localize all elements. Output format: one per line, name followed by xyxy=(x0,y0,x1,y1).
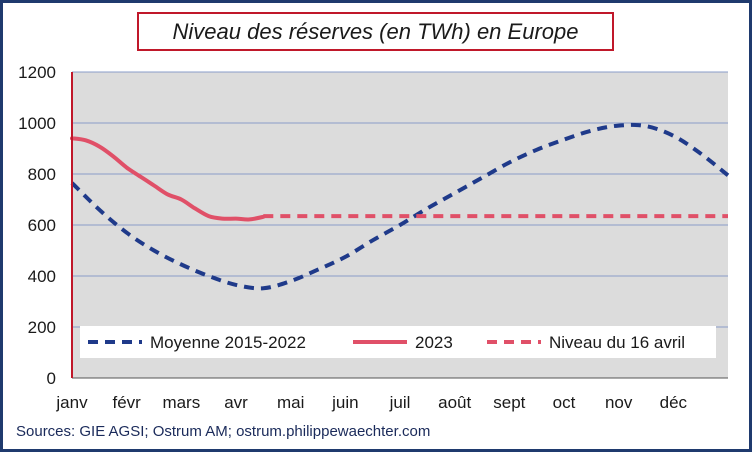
x-tick-label: janv xyxy=(55,393,88,412)
x-tick-label: avr xyxy=(224,393,248,412)
y-tick-label: 800 xyxy=(28,165,56,184)
source-note: Sources: GIE AGSI; Ostrum AM; ostrum.phi… xyxy=(16,423,430,440)
legend-item-2023: 2023 xyxy=(353,333,453,352)
y-tick-label: 1200 xyxy=(18,63,56,82)
y-tick-label: 1000 xyxy=(18,114,56,133)
chart-title: Niveau des réserves (en TWh) en Europe xyxy=(173,19,579,44)
y-tick-label: 200 xyxy=(28,318,56,337)
legend-label: Moyenne 2015-2022 xyxy=(150,333,306,352)
legend-item-niveau-16-avril: Niveau du 16 avril xyxy=(487,333,685,352)
legend-item-moyenne: Moyenne 2015-2022 xyxy=(88,333,306,352)
series-2023-line xyxy=(70,136,266,222)
x-tick-label: sept xyxy=(493,393,525,412)
x-tick-label: nov xyxy=(605,393,633,412)
y-tick-label: 400 xyxy=(28,267,56,286)
legend-label: Niveau du 16 avril xyxy=(549,333,685,352)
x-tick-label: mars xyxy=(162,393,200,412)
x-axis-ticks: janv févr mars avr mai juin juil août sept oct nov… xyxy=(55,393,687,412)
y-axis-ticks: 0 200 400 600 800 1000 1200 xyxy=(18,63,56,388)
x-tick-label: déc xyxy=(660,393,688,412)
x-tick-label: août xyxy=(438,393,471,412)
x-tick-label: oct xyxy=(553,393,576,412)
series-group xyxy=(70,122,730,291)
x-tick-label: juin xyxy=(331,393,358,412)
series-moyenne-line xyxy=(70,122,730,291)
title-box xyxy=(137,12,614,51)
y-tick-label: 600 xyxy=(28,216,56,235)
legend-label: 2023 xyxy=(415,333,453,352)
y-tick-label: 0 xyxy=(47,369,56,388)
x-tick-label: mai xyxy=(277,393,304,412)
x-tick-label: févr xyxy=(112,393,141,412)
legend: Moyenne 2015-2022 2023 Niveau du 16 avril xyxy=(88,333,685,352)
x-tick-label: juil xyxy=(389,393,411,412)
